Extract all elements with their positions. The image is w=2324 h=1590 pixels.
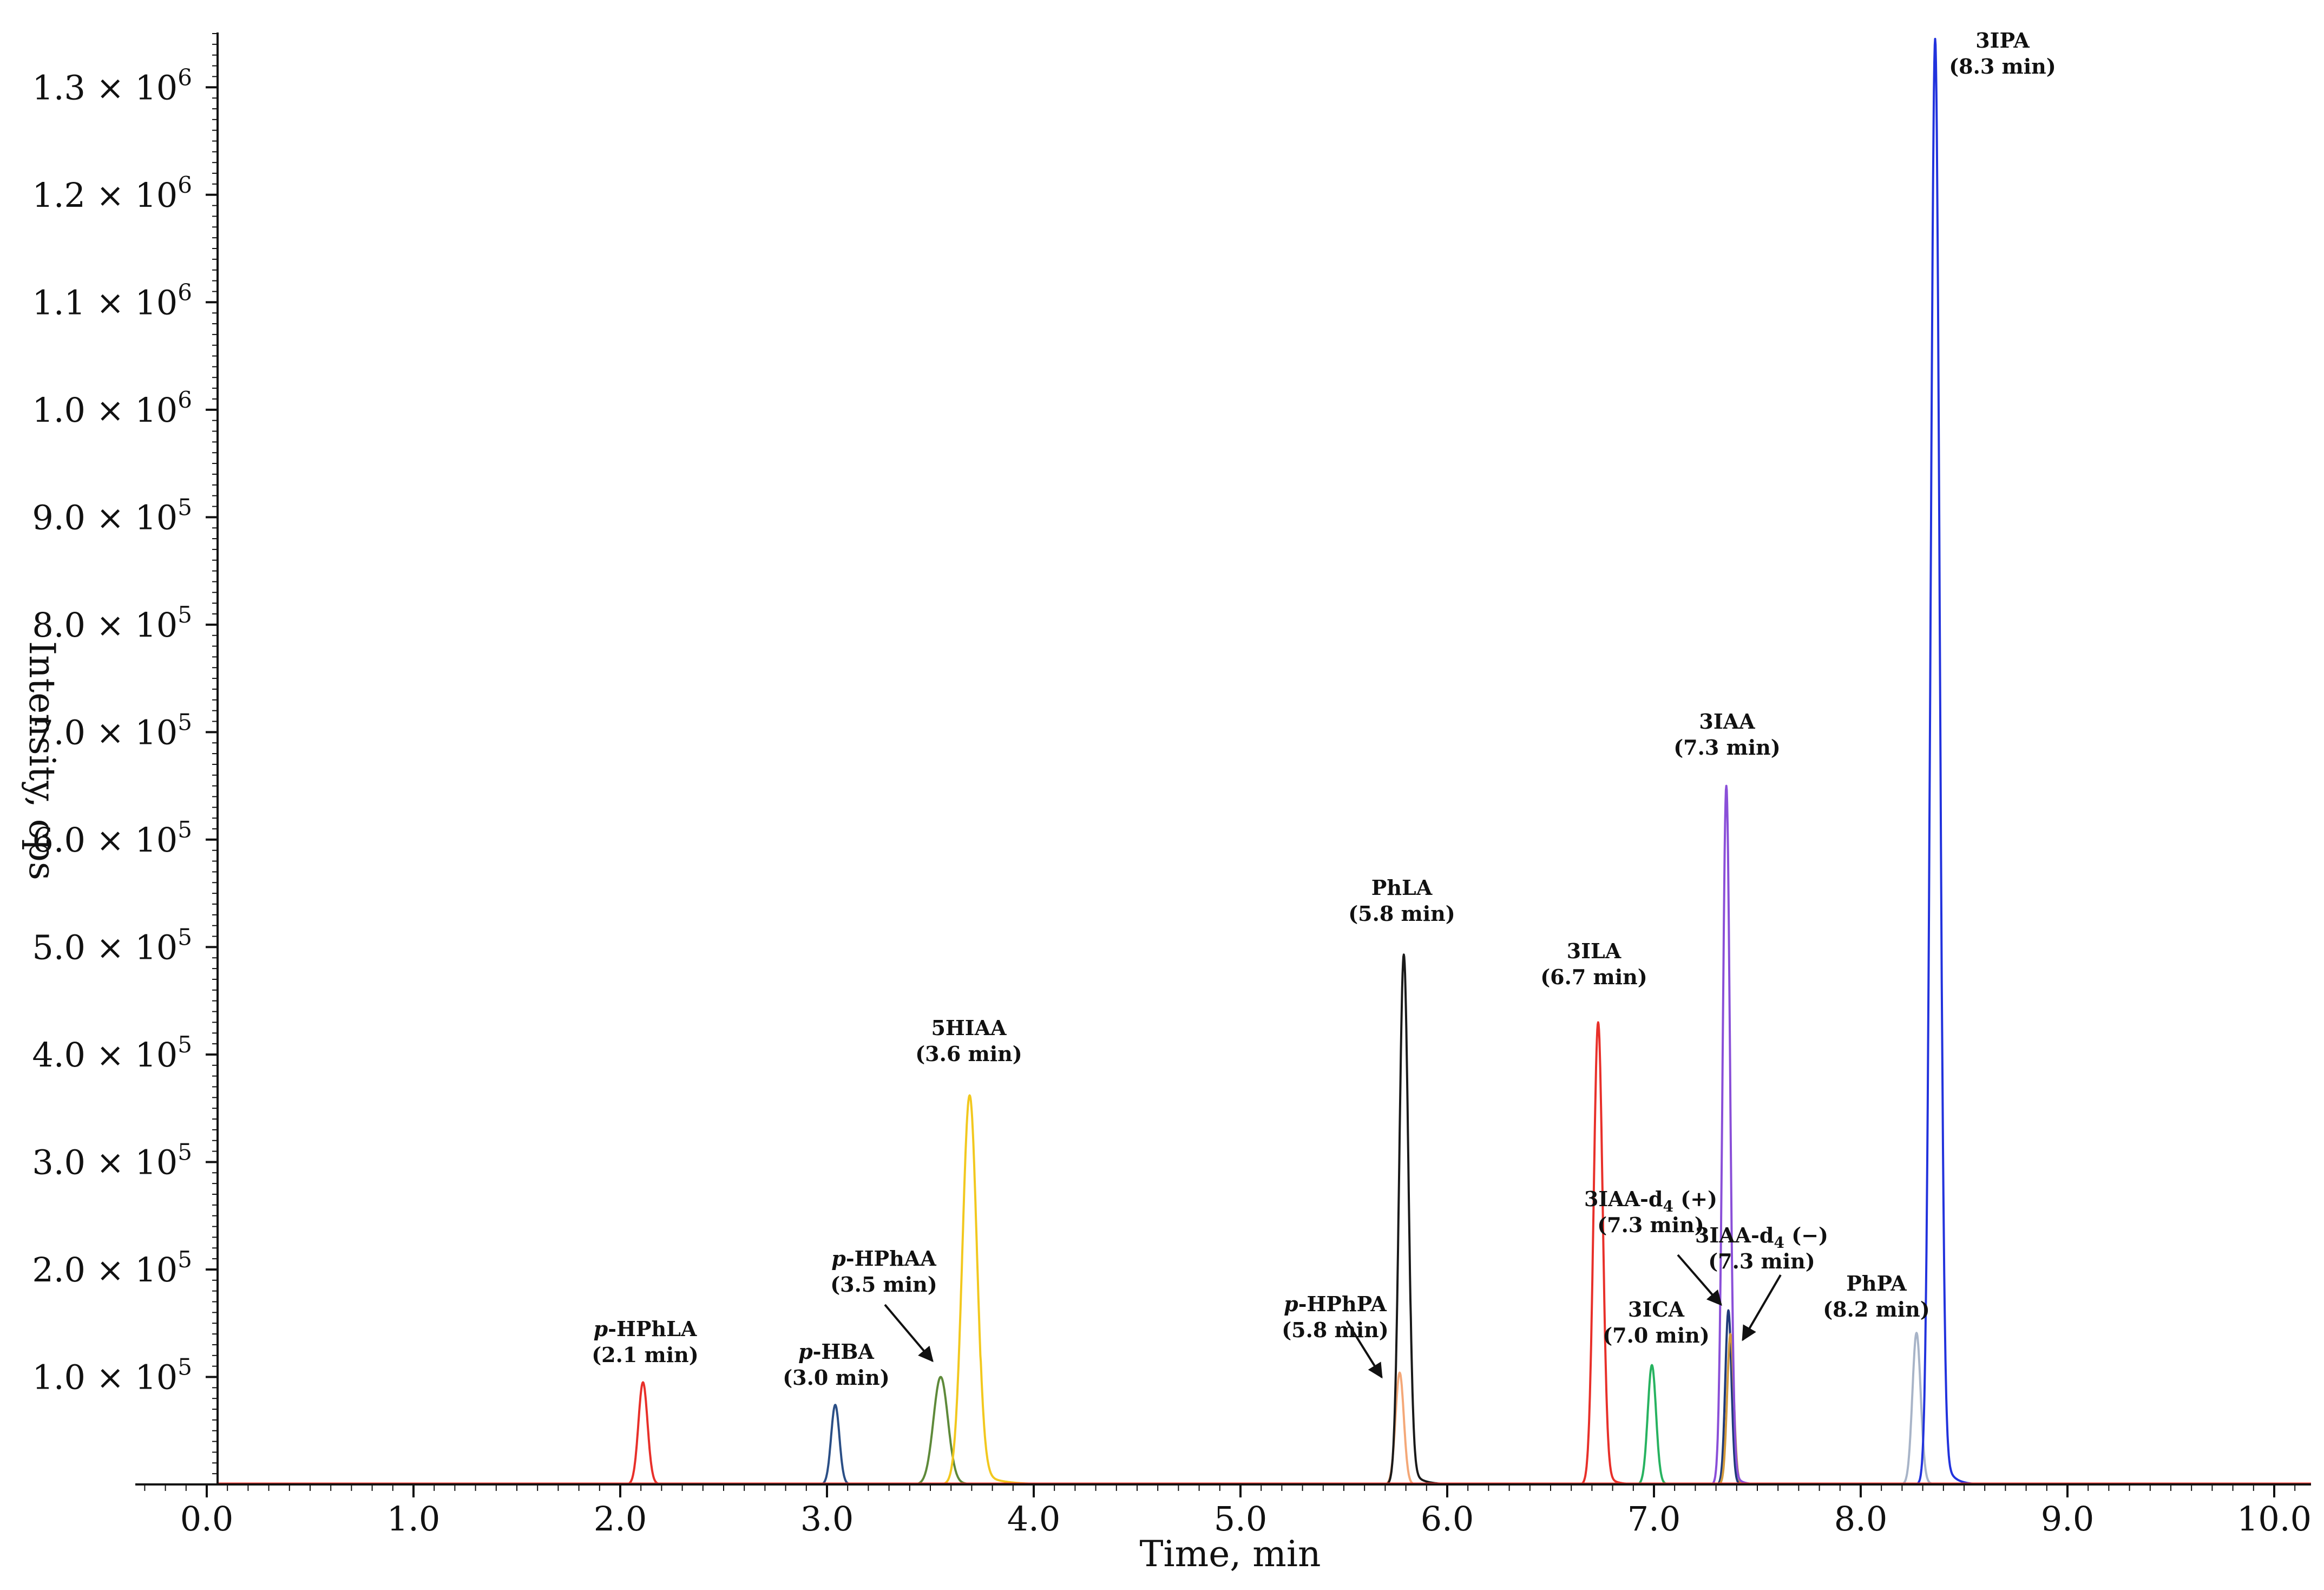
y-axis-title: Intensity, cps — [21, 641, 63, 880]
x-tick-label: 9.0 — [2041, 1499, 2095, 1539]
svg-text:(8.2 min): (8.2 min) — [1823, 1297, 1930, 1321]
peak-label-phpa: PhPA(8.2 min) — [1823, 1271, 1930, 1321]
y-tick-label: 7.0 × 105 — [32, 709, 192, 752]
x-major-ticks — [206, 1484, 2275, 1497]
svg-text:5HIAA: 5HIAA — [931, 1016, 1007, 1040]
peak-label-3iaa: 3IAA(7.3 min) — [1673, 709, 1781, 760]
svg-text:(7.3 min): (7.3 min) — [1673, 735, 1781, 760]
series-p-hba-trace — [772, 1404, 940, 1486]
svg-text:3IPA: 3IPA — [1975, 28, 2030, 53]
peak-label-3ica: 3ICA(7.0 min) — [1603, 1297, 1710, 1347]
peak-labels: p-HPhLA(2.1 min) p-HBA(3.0 min)p-HPhAA(3.… — [592, 28, 2056, 1390]
svg-text:(5.8 min): (5.8 min) — [1282, 1318, 1389, 1342]
x-tick-label: 10.0 — [2237, 1499, 2312, 1539]
x-tick-label: 2.0 — [594, 1499, 647, 1539]
x-tick-label: 7.0 — [1627, 1499, 1681, 1539]
arrow-p-hphpa — [1345, 1320, 1383, 1379]
svg-text:PhLA: PhLA — [1371, 875, 1433, 900]
svg-text:(3.5 min): (3.5 min) — [830, 1272, 937, 1297]
peak-label-p-hba: p-HBA(3.0 min) — [783, 1339, 890, 1390]
x-tick-label: 8.0 — [1834, 1499, 1888, 1539]
svg-text:(6.7 min): (6.7 min) — [1540, 965, 1647, 989]
y-tick-label: 1.1 × 106 — [32, 279, 192, 322]
svg-text:(7.3 min): (7.3 min) — [1708, 1249, 1815, 1273]
svg-text:p-HPhPA: p-HPhPA — [1284, 1292, 1387, 1316]
svg-text:3IAA-d4 (+): 3IAA-d4 (+) — [1584, 1187, 1717, 1215]
svg-text:(2.1 min): (2.1 min) — [592, 1343, 699, 1367]
svg-text:(7.0 min): (7.0 min) — [1603, 1323, 1710, 1347]
y-tick-label: 9.0 × 105 — [32, 494, 192, 537]
x-tick-label: 1.0 — [387, 1499, 441, 1539]
svg-text:(7.3 min): (7.3 min) — [1597, 1213, 1704, 1237]
svg-text:3ILA: 3ILA — [1567, 939, 1621, 963]
y-tick-label: 3.0 × 105 — [32, 1138, 192, 1182]
series-p-hphaa-trace — [878, 1376, 1045, 1486]
x-tick-label: 3.0 — [800, 1499, 854, 1539]
y-tick-labels: 1.0 × 105 2.0 × 105 3.0 × 105 4.0 × 105 5.0 … — [32, 64, 192, 1397]
svg-text:3IAA-d4 (−): 3IAA-d4 (−) — [1695, 1223, 1828, 1252]
svg-text:(5.8 min): (5.8 min) — [1348, 901, 1455, 926]
series-3ica-trace — [1589, 1364, 1756, 1486]
y-tick-label: 2.0 × 105 — [32, 1246, 192, 1290]
svg-text:(3.6 min): (3.6 min) — [915, 1042, 1022, 1066]
series-3ila-trace — [1535, 1021, 1703, 1486]
peak-label-phla: PhLA(5.8 min) — [1348, 875, 1455, 926]
x-minor-ticks — [144, 1484, 2296, 1491]
series-3iaa-d4--trace — [1667, 1333, 1835, 1486]
series-p-hphpa-trace — [1337, 1371, 1504, 1486]
y-tick-label: 4.0 × 105 — [32, 1031, 192, 1075]
peak-label-5hiaa: 5HIAA(3.6 min) — [915, 1016, 1022, 1066]
peak-label-3iaa-d4: 3IAA-d4 (−)(7.3 min) — [1695, 1223, 1828, 1273]
peak-label-3iaa-d4: 3IAA-d4 (+)(7.3 min) — [1584, 1187, 1717, 1237]
peak-label-p-hphaa: p-HPhAA(3.5 min) — [830, 1246, 937, 1297]
x-tick-label: 0.0 — [180, 1499, 234, 1539]
svg-text:p-HPhAA: p-HPhAA — [831, 1246, 936, 1271]
x-tick-label: 4.0 — [1007, 1499, 1061, 1539]
peak-label-3ipa: 3IPA(8.3 min) — [1949, 28, 2056, 78]
series-phla-trace — [1341, 953, 1508, 1486]
svg-text:3ICA: 3ICA — [1628, 1297, 1684, 1321]
x-tick-label: 6.0 — [1421, 1499, 1474, 1539]
svg-text:(3.0 min): (3.0 min) — [783, 1365, 890, 1390]
svg-text:(8.3 min): (8.3 min) — [1949, 54, 2056, 78]
series-phpa-trace — [1854, 1332, 2020, 1486]
series-layer — [218, 37, 2311, 1486]
y-tick-label: 8.0 × 105 — [32, 601, 192, 645]
y-major-ticks — [206, 86, 218, 1378]
arrow-3iaa-d4-plus — [1677, 1254, 1722, 1306]
y-minor-ticks — [212, 33, 218, 1475]
svg-text:3IAA: 3IAA — [1699, 709, 1755, 734]
peak-label-p-hphla: p-HPhLA(2.1 min) — [592, 1317, 699, 1367]
x-tick-label: 5.0 — [1214, 1499, 1268, 1539]
x-tick-labels: 0.0 1.0 2.0 3.0 4.0 5.0 6.0 7.0 8.0 9.0 10.0 — [180, 1499, 2312, 1539]
peak-label-p-hphpa: p-HPhPA(5.8 min) — [1282, 1292, 1389, 1342]
series-3iaa-trace — [1663, 784, 1830, 1486]
svg-text:p-HPhLA: p-HPhLA — [594, 1317, 697, 1341]
y-tick-label: 1.2 × 106 — [32, 172, 192, 215]
y-tick-label: 5.0 × 105 — [32, 924, 192, 967]
svg-text:p-HBA: p-HBA — [798, 1339, 874, 1364]
y-tick-label: 6.0 × 105 — [32, 816, 192, 860]
y-tick-label: 1.0 × 106 — [32, 387, 192, 430]
arrow-p-hphaa — [884, 1304, 934, 1363]
peak-label-3ila: 3ILA(6.7 min) — [1540, 939, 1647, 989]
y-tick-label: 1.0 × 105 — [32, 1353, 192, 1397]
series-p-hphla-trace — [580, 1381, 747, 1486]
x-axis-title: Time, min — [1140, 1533, 1321, 1575]
arrow-3iaa-d4-minus — [1742, 1274, 1782, 1342]
y-tick-label: 1.3 × 106 — [32, 64, 192, 107]
svg-text:PhPA: PhPA — [1846, 1271, 1907, 1295]
series-3ipa-trace — [1872, 37, 2039, 1486]
